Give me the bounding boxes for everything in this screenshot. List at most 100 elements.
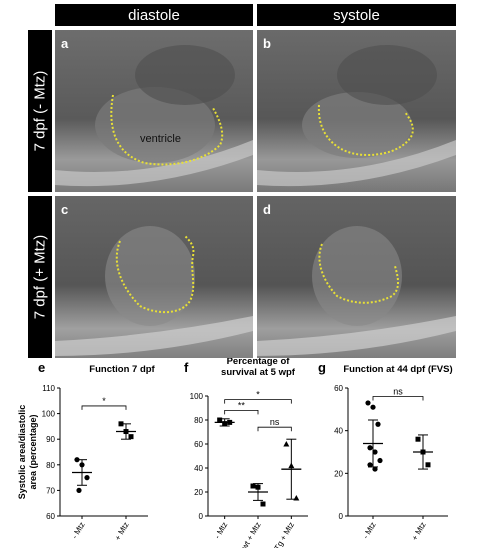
charts-area: e Function 7 dpf 60 70 80 90 100 110 Systolic ar… <box>17 358 453 548</box>
x-tick-label: + Mtz <box>113 521 131 543</box>
data-point <box>118 421 124 427</box>
y-tick-label: 60 <box>194 440 203 449</box>
series-2 <box>281 438 302 501</box>
data-point <box>84 475 90 481</box>
significance-bracket <box>224 399 292 404</box>
x-tick-label: Tg + Mtz <box>273 521 296 549</box>
x-tick-label: - Mtz <box>70 521 87 541</box>
micrograph-c: c <box>55 196 253 358</box>
ventricle-label: ventricle <box>140 133 181 145</box>
data-point <box>128 434 134 440</box>
data-point <box>79 462 85 468</box>
y-tick-label: 60 <box>46 512 55 521</box>
y-tick-label: 110 <box>42 384 55 393</box>
y-tick-label: 60 <box>334 384 343 393</box>
y-tick-label: 80 <box>46 461 55 470</box>
chart-title: Function 7 dpf <box>89 364 155 375</box>
significance-label: * <box>102 396 106 406</box>
significance-bracket <box>372 396 424 401</box>
data-point <box>293 495 300 501</box>
y-tick-label: 0 <box>199 512 204 521</box>
series-1 <box>248 483 268 507</box>
data-point <box>260 501 266 507</box>
panel-label-d: d <box>263 202 271 217</box>
significance-bracket <box>257 426 292 432</box>
chart-title-line: Percentage of <box>227 358 291 367</box>
y-axis-label: Systolic area/diastolicarea (percentage) <box>17 405 38 500</box>
y-tick-label: 90 <box>46 435 55 444</box>
row-label-plus-mtz-text: 7 dpf (+ Mtz) <box>31 234 49 320</box>
chart-panel-label: e <box>38 360 45 375</box>
data-point <box>425 462 431 468</box>
data-point <box>415 436 421 442</box>
y-tick-label: 80 <box>194 416 203 425</box>
micrograph-b: b <box>257 30 456 192</box>
y-tick-label: 20 <box>334 469 343 478</box>
y-tick-label: 70 <box>46 486 55 495</box>
y-tick-label: 100 <box>190 392 204 401</box>
data-point <box>375 421 381 427</box>
chart-panel-label: f <box>184 360 189 375</box>
row-label-minus-mtz: 7 dpf (- Mtz) <box>28 30 52 192</box>
series-1 <box>413 434 433 470</box>
micrograph-d: d <box>257 196 456 358</box>
x-tick-label: wt + Mtz <box>239 521 262 549</box>
data-point <box>123 429 129 435</box>
data-point <box>365 400 371 406</box>
y-axis-label-line: area (percentage) <box>28 414 38 489</box>
header-systole-label: systole <box>333 6 380 24</box>
chart-title: Percentage of survival at 5 wpf <box>221 358 296 378</box>
significance-bracket <box>224 410 259 415</box>
y-tick-label: 40 <box>194 464 203 473</box>
y-tick-label: 100 <box>42 410 56 419</box>
significance-label: ns <box>393 387 403 397</box>
ventricle-outline-a <box>110 94 224 166</box>
panel-label-c: c <box>61 202 68 217</box>
data-point <box>283 441 290 447</box>
micrograph-a: ventricle a <box>55 30 253 192</box>
chart-title-line: survival at 5 wpf <box>221 367 296 378</box>
header-diastole-label: diastole <box>128 6 180 24</box>
y-tick-label: 40 <box>334 427 343 436</box>
data-point <box>255 484 261 490</box>
data-point <box>420 449 426 455</box>
data-point <box>227 419 233 425</box>
panel-label-b: b <box>263 36 271 51</box>
data-point <box>367 445 373 451</box>
y-tick-label: 20 <box>194 488 203 497</box>
significance-label: * <box>256 390 260 400</box>
data-point <box>367 462 373 468</box>
row-label-minus-mtz-text: 7 dpf (- Mtz) <box>31 70 49 152</box>
data-point <box>250 483 256 489</box>
series-0 <box>363 400 383 472</box>
chart-panel-label: g <box>318 360 326 375</box>
data-point <box>74 457 80 463</box>
y-tick-label: 0 <box>339 512 344 521</box>
data-point <box>76 487 82 493</box>
series-0 <box>214 417 235 427</box>
x-tick-label: - Mtz <box>213 521 230 541</box>
data-point <box>222 421 228 427</box>
series-1 <box>116 421 136 440</box>
chart-title: Function at 44 dpf (FVS) <box>343 364 452 375</box>
significance-bracket <box>81 405 127 410</box>
row-label-plus-mtz: 7 dpf (+ Mtz) <box>28 196 52 358</box>
data-point <box>288 462 295 469</box>
significance-label: ns <box>270 417 280 427</box>
chart-e: e Function 7 dpf 60 70 80 90 100 110 Systolic ar… <box>17 360 156 542</box>
x-tick-label: + Mtz <box>410 521 428 543</box>
data-point <box>372 466 378 472</box>
chart-f: f Percentage of survival at 5 wpf 0 20 40 60 80… <box>184 358 308 548</box>
data-point <box>370 404 376 410</box>
x-tick-label: - Mtz <box>361 521 378 541</box>
significance-label: ** <box>238 400 246 410</box>
y-axis-label-line: Systolic area/diastolic <box>17 405 27 500</box>
header-systole: systole <box>257 4 456 26</box>
panel-label-a: a <box>61 36 69 51</box>
chart-g: g Function at 44 dpf (FVS) 0 20 40 60 - Mtz + M… <box>318 360 453 542</box>
header-diastole: diastole <box>55 4 253 26</box>
data-point <box>217 417 223 423</box>
data-point <box>377 457 383 464</box>
data-point <box>372 449 378 455</box>
series-0 <box>72 457 92 493</box>
